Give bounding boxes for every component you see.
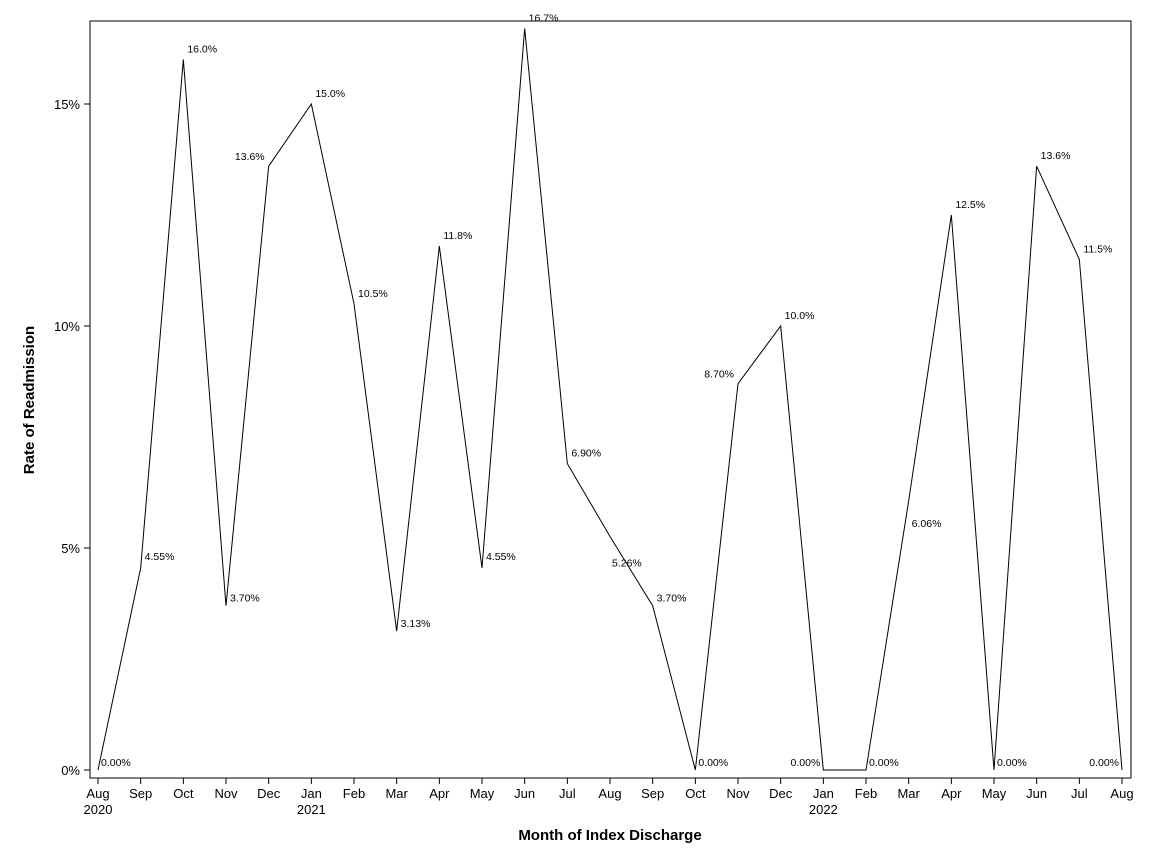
data-label: 13.6% [1041,150,1071,162]
data-label: 8.70% [704,369,734,381]
x-tick-label: Mar [385,786,408,801]
data-label: 11.5% [1083,243,1112,255]
y-tick-label: 10% [54,319,80,334]
data-label: 0.00% [698,757,728,769]
data-label: 4.55% [486,551,516,563]
y-tick-label: 0% [61,763,80,778]
data-label: 13.6% [235,151,265,163]
y-tick-label: 15% [54,97,80,112]
x-tick-label: Jan [301,786,322,801]
data-label: 0.00% [1089,757,1119,769]
x-tick-label: Jul [559,786,576,801]
y-axis-ticks: 0% 5% 10% 15% [54,97,90,778]
data-label: 10.5% [358,288,388,300]
x-tick-label: Nov [214,786,238,801]
x-year-label: 2021 [297,802,326,817]
x-tick-label: Sep [641,786,664,801]
x-tick-label: Oct [173,786,194,801]
x-tick-label: Jul [1071,786,1088,801]
data-label: 11.8% [443,230,472,242]
x-tick-label: Aug [598,786,621,801]
data-label: 5.26% [612,557,642,569]
x-axis-title: Month of Index Discharge [518,827,701,844]
x-tick-label: Feb [343,786,365,801]
x-tick-label: Mar [897,786,920,801]
x-tick-label: Sep [129,786,152,801]
x-tick-label: Jun [1026,786,1047,801]
data-label: 3.70% [657,593,687,605]
x-tick-label: Jan [813,786,834,801]
data-labels: 0.00% 4.55% 16.0% 3.70% 13.6% 15.0% 10.5% 3.13%… [101,13,1119,769]
x-tick-label: Apr [941,786,962,801]
x-year-label: 2022 [809,802,838,817]
data-label: 16.0% [187,44,217,56]
data-label: 3.70% [230,593,260,605]
x-tick-label: Dec [257,786,281,801]
data-label: 10.0% [785,310,815,322]
y-axis-title: Rate of Readmission [21,326,38,474]
x-tick-label: May [982,786,1007,801]
data-label: 16.7% [529,13,559,25]
data-label: 12.5% [955,199,985,211]
data-label: 0.00% [101,757,131,769]
data-label: 0.00% [869,757,899,769]
x-tick-label: Aug [1110,786,1133,801]
x-tick-label: Aug [86,786,109,801]
data-label: 0.00% [997,757,1027,769]
data-label: 15.0% [315,88,345,100]
x-tick-label: Apr [429,786,450,801]
series-line [97,28,1123,771]
x-tick-label: Jun [514,786,535,801]
data-label: 3.13% [401,618,431,630]
data-label: 4.55% [145,551,175,563]
x-tick-label: Feb [855,786,877,801]
x-tick-label: Oct [685,786,706,801]
x-tick-label: May [470,786,495,801]
data-label: 0.00% [791,757,821,769]
x-year-label: 2020 [84,802,113,817]
data-label: 6.06% [912,518,942,530]
x-axis-ticks: Aug Sep Oct Nov Dec Jan Feb Mar Apr May Jun Jul Aug S… [84,778,1134,817]
data-label: 6.90% [571,448,601,460]
x-tick-label: Dec [769,786,793,801]
y-tick-label: 5% [61,541,80,556]
x-tick-label: Nov [726,786,750,801]
